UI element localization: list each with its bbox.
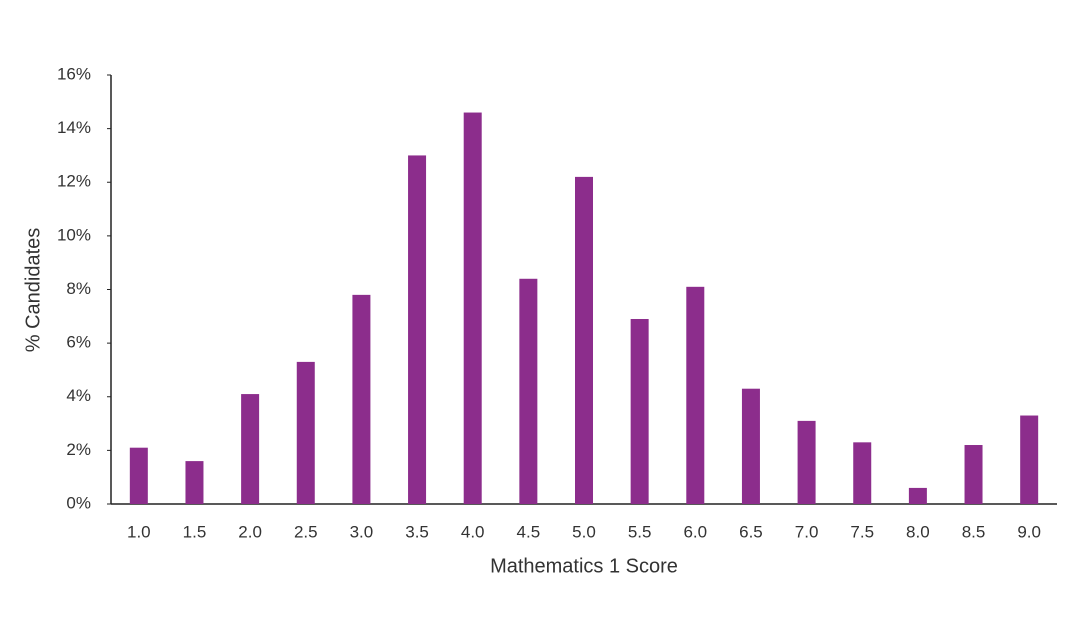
x-tick-label: 6.0 [683, 522, 707, 541]
bar [408, 155, 427, 504]
bar [797, 420, 816, 504]
bar [686, 286, 705, 504]
y-tick-label: 4% [66, 386, 91, 405]
y-tick-label: 14% [57, 118, 91, 137]
bar [519, 278, 538, 504]
bar [630, 318, 649, 504]
x-tick-label: 3.0 [350, 522, 374, 541]
x-tick-label: 4.0 [461, 522, 485, 541]
x-tick-label: 9.0 [1017, 522, 1041, 541]
x-tick-label: 4.5 [517, 522, 541, 541]
y-tick-label: 12% [57, 172, 91, 191]
bar [964, 445, 983, 504]
x-tick-label: 5.0 [572, 522, 596, 541]
y-tick-label: 10% [57, 225, 91, 244]
bar [575, 176, 593, 504]
x-tick-label: 7.5 [850, 522, 874, 541]
bar [908, 487, 927, 504]
x-tick-label: 5.5 [628, 522, 652, 541]
bar [853, 442, 872, 504]
x-tick-label: 8.0 [906, 522, 930, 541]
y-tick-label: 16% [57, 64, 91, 83]
bar [352, 294, 371, 504]
y-tick-label: 0% [66, 493, 91, 512]
x-tick-label: 3.5 [405, 522, 429, 541]
x-axis-title: Mathematics 1 Score [490, 555, 678, 577]
x-tick-label: 2.5 [294, 522, 318, 541]
x-tick-label: 1.0 [127, 522, 151, 541]
x-tick-label: 7.0 [795, 522, 819, 541]
bar [463, 112, 482, 504]
x-tick-label: 1.5 [183, 522, 207, 541]
y-tick-label: 8% [66, 279, 91, 298]
x-tick-label: 6.5 [739, 522, 763, 541]
bar [129, 447, 148, 504]
y-axis-title: % Candidates [22, 228, 44, 353]
bar [1020, 415, 1039, 504]
bar [296, 361, 315, 504]
y-tick-label: 2% [66, 440, 91, 459]
y-tick-label: 6% [66, 333, 91, 352]
x-tick-label: 8.5 [962, 522, 986, 541]
x-tick-label: 2.0 [238, 522, 262, 541]
bar [241, 394, 260, 504]
bar [185, 461, 204, 504]
bar [741, 388, 760, 504]
